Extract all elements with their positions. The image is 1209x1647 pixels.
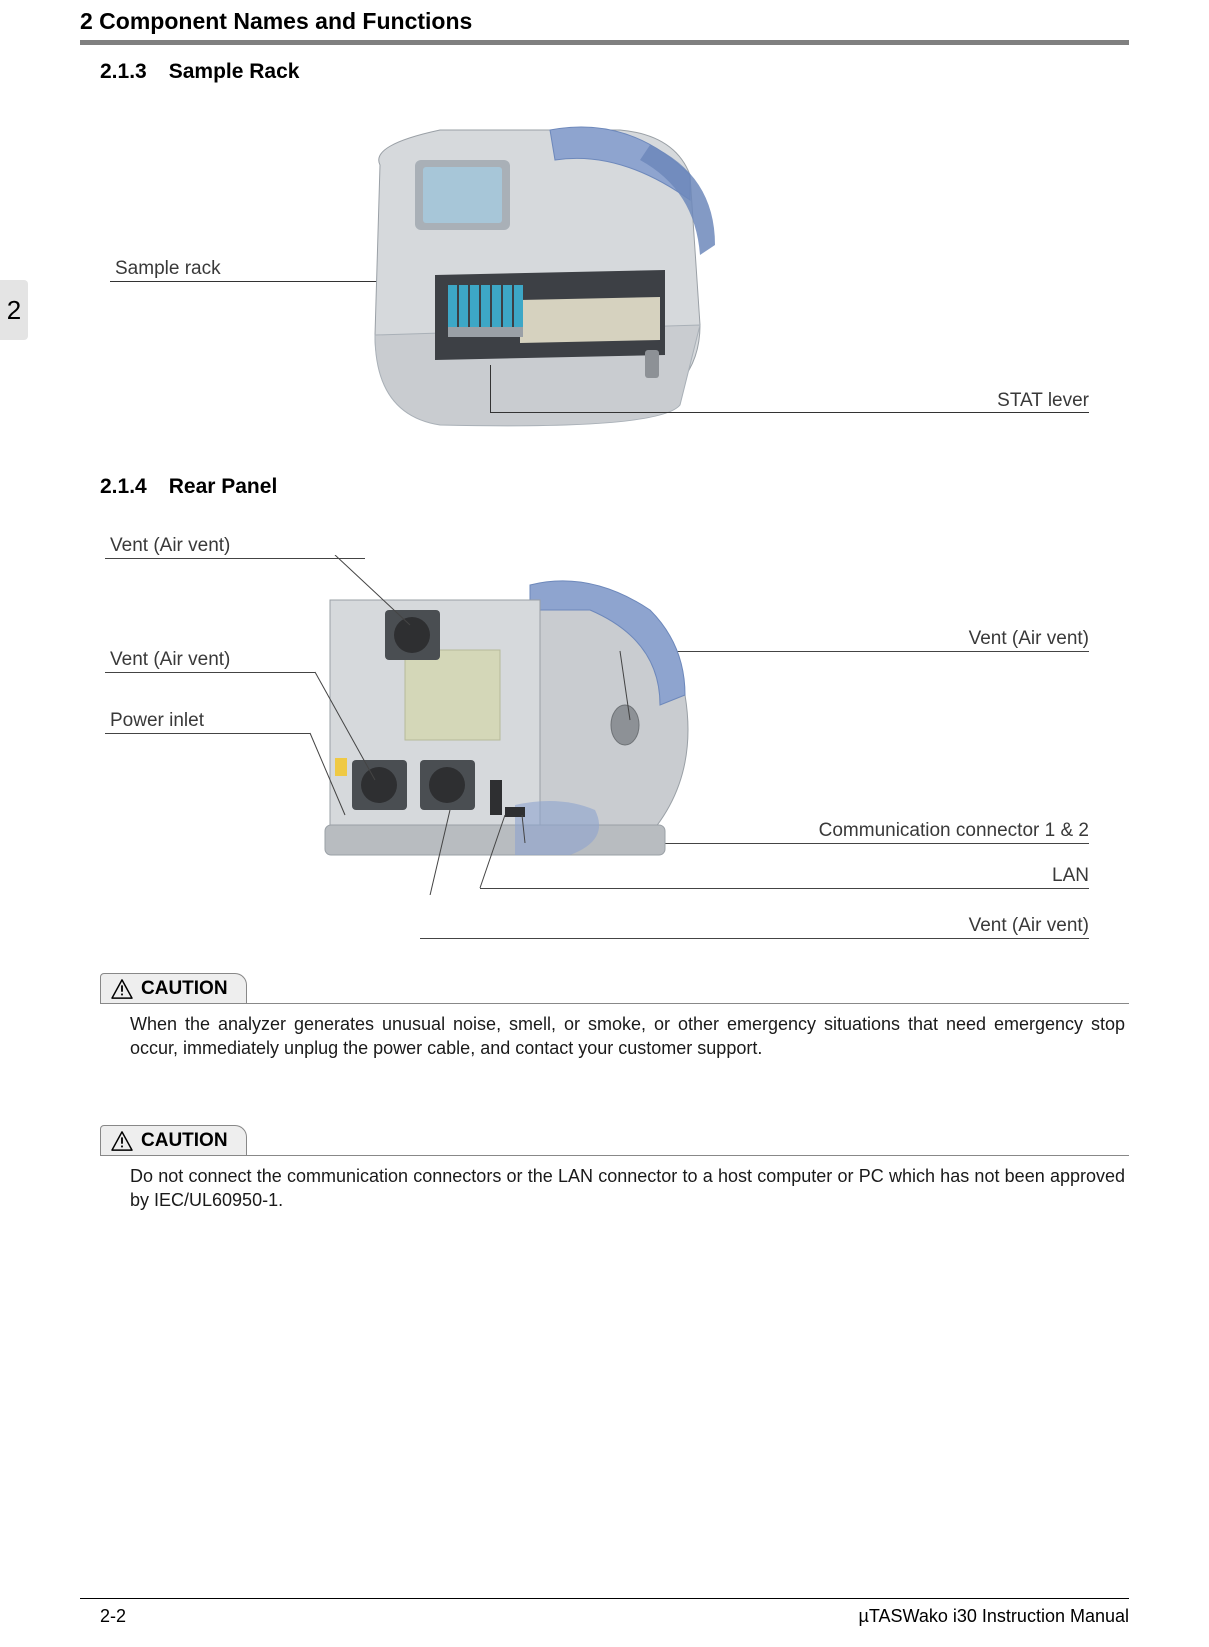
caution-block-1: CAUTION When the analyzer generates unus… <box>100 970 1129 1061</box>
device-rear-illustration <box>290 555 710 895</box>
callout-vent-mid-left: Vent (Air vent) <box>110 649 230 671</box>
callout-power-inlet: Power inlet <box>110 710 204 732</box>
section-number: 2.1.3 <box>100 60 147 83</box>
manual-page: 2 Component Names and Functions 2.1.3 Sam… <box>0 0 1209 1647</box>
device-front-illustration <box>320 105 740 445</box>
callout-lan: LAN <box>1052 865 1089 887</box>
caution-label: CAUTION <box>141 978 228 1000</box>
callout-vent-top-right: Vent (Air vent) <box>969 628 1089 650</box>
caution-label: CAUTION <box>141 1130 228 1152</box>
caution-header: CAUTION <box>100 970 1129 1004</box>
footer-rule <box>80 1598 1129 1599</box>
caution-rule <box>100 1155 1129 1156</box>
leader-line <box>490 412 1089 413</box>
thumb-tab: 2 <box>0 280 28 340</box>
section-heading-214: 2.1.4 Rear Panel <box>100 475 277 499</box>
header-rule <box>80 40 1129 45</box>
warning-icon <box>111 979 133 999</box>
caution-header: CAUTION <box>100 1122 1129 1156</box>
section-number: 2.1.4 <box>100 475 147 498</box>
chapter-header: 2 Component Names and Functions <box>80 8 472 35</box>
caution-text: Do not connect the communication connect… <box>100 1156 1129 1213</box>
leader-line <box>105 672 315 673</box>
manual-title-footer: µTASWako i30 Instruction Manual <box>859 1606 1129 1627</box>
figure-sample-rack: Sample rack <box>80 95 1129 465</box>
caution-block-2: CAUTION Do not connect the communication… <box>100 1122 1129 1213</box>
callout-comm-connector: Communication connector 1 & 2 <box>819 820 1089 842</box>
callout-vent-bottom-right: Vent (Air vent) <box>969 915 1089 937</box>
caution-rule <box>100 1003 1129 1004</box>
section-title: Rear Panel <box>169 475 278 498</box>
section-title: Sample Rack <box>169 60 300 83</box>
leader-line <box>105 733 310 734</box>
caution-pill: CAUTION <box>100 973 247 1004</box>
page-number: 2-2 <box>100 1606 126 1627</box>
section-heading-213: 2.1.3 Sample Rack <box>100 60 299 84</box>
callout-stat-lever: STAT lever <box>997 390 1089 412</box>
warning-icon <box>111 1131 133 1151</box>
caution-pill: CAUTION <box>100 1125 247 1156</box>
caution-text: When the analyzer generates unusual nois… <box>100 1004 1129 1061</box>
callout-sample-rack: Sample rack <box>115 258 221 280</box>
callout-vent-top-left: Vent (Air vent) <box>110 535 230 557</box>
figure-rear-panel: Vent (Air vent) Vent (Air vent) Power in… <box>80 515 1129 965</box>
leader-line <box>490 365 491 412</box>
leader-line <box>420 938 1089 939</box>
